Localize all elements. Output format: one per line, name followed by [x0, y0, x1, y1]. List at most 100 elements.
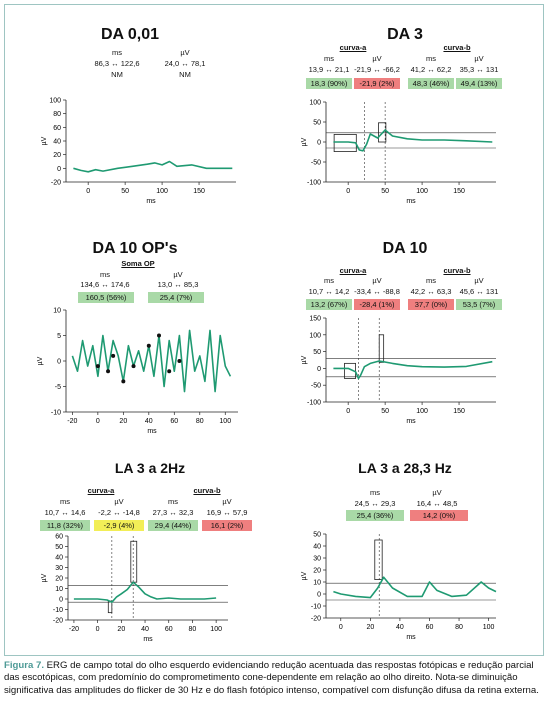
x-tick-label: 20 [117, 626, 125, 633]
chart-da3: -100 -50 0 50 100 0 50 100 150 ms µV [301, 100, 496, 205]
value-ms-a: 10,7 ↔ 14,6 [44, 508, 86, 517]
y-tick-label: 30 [313, 556, 321, 563]
x-tick-label: 80 [455, 624, 463, 631]
x-axis-label: ms [406, 634, 416, 640]
op-peak-marker [131, 364, 136, 369]
header-ms-b: ms [168, 497, 178, 506]
header-uv-b: µV [222, 497, 232, 506]
x-tick-label: 0 [96, 418, 100, 425]
pct-uv-a: -28,4 (1%) [354, 299, 400, 310]
x-tick-label: 0 [346, 408, 350, 415]
y-tick-label: -50 [311, 160, 321, 167]
normal-range-box [130, 540, 138, 583]
x-tick-label: 40 [396, 624, 404, 631]
y-tick-label: 100 [309, 332, 321, 339]
x-tick-label: 40 [145, 418, 153, 425]
x-tick-label: -20 [69, 626, 79, 633]
x-tick-label: 150 [453, 408, 465, 415]
x-tick-label: 40 [141, 626, 149, 633]
x-axis-label: ms [406, 418, 416, 425]
header-uv: µV [180, 48, 190, 57]
x-tick-label: -20 [67, 418, 77, 425]
x-tick-label: 0 [339, 624, 343, 631]
value-ms: 86,3 ↔ 122,6 [94, 59, 140, 68]
x-tick-label: 0 [96, 626, 100, 633]
y-tick-label: 40 [55, 555, 63, 562]
waveform-trace [73, 160, 233, 173]
pct-uv-a: -21,9 (2%) [354, 78, 400, 89]
header-ms: ms [100, 270, 110, 279]
panel-title: LA 3 a 2Hz [114, 460, 186, 476]
pct-uv-b: 16,1 (2%) [202, 520, 252, 531]
x-tick-label: 60 [426, 624, 434, 631]
op-peak-marker [121, 379, 126, 384]
value-ms: 134,6 ↔ 174,6 [80, 280, 130, 289]
y-tick-label: 20 [313, 568, 321, 575]
y-tick-label: 0 [59, 597, 63, 604]
x-axis-label: ms [143, 636, 153, 642]
pct-ms-b: 29,4 (44%) [148, 520, 198, 531]
curva-a-label: curva-a [339, 43, 367, 52]
x-tick-label: 80 [196, 418, 204, 425]
value-uv-a: -2,2 ↔ -14,8 [98, 508, 140, 517]
panel-title: DA 0,01 [100, 26, 160, 43]
y-tick-label: 0 [317, 366, 321, 373]
y-axis-label: µV [301, 571, 308, 580]
curva-a-label: curva-a [339, 266, 367, 275]
chart-da001: -20 0 20 40 60 80 100 0 50 100 150 ms µV [41, 98, 236, 205]
header-uv-b: µV [474, 54, 484, 63]
pct-ms-a: 18,3 (90%) [306, 78, 352, 89]
x-axis-label: ms [146, 198, 156, 205]
y-tick-label: 0 [317, 140, 321, 147]
op-peak-marker [146, 343, 151, 348]
y-tick-label: -50 [311, 383, 321, 390]
y-tick-label: 20 [53, 152, 61, 159]
y-axis-label: µV [301, 137, 308, 146]
pct-ms-b: 37,7 (0%) [408, 299, 454, 310]
y-tick-label: 10 [53, 308, 61, 315]
x-tick-label: 150 [193, 188, 205, 195]
y-tick-label: -10 [51, 410, 61, 417]
header-ms-b: ms [426, 276, 436, 285]
normal-range-box [378, 122, 387, 143]
x-tick-label: 0 [86, 188, 90, 195]
waveform-trace [333, 360, 493, 380]
normal-range-box [107, 600, 113, 614]
y-tick-label: 40 [53, 139, 61, 146]
caption-text: ERG de campo total do olho esquerdo evid… [4, 660, 539, 696]
y-tick-label: 30 [55, 565, 63, 572]
panel-title: DA 10 [382, 240, 428, 257]
value-ms-b: 42,2 ↔ 63,3 [410, 287, 452, 296]
x-tick-label: 100 [416, 188, 428, 195]
header-ms-b: ms [426, 54, 436, 63]
x-tick-label: 20 [119, 418, 127, 425]
x-tick-label: 20 [366, 624, 374, 631]
x-axis-label: ms [147, 428, 157, 434]
pct-uv-b: 53,5 (7%) [456, 299, 502, 310]
curva-b-label: curva-b [443, 266, 471, 275]
op-peak-marker [177, 359, 182, 363]
value-uv: 13,0 ↔ 85,3 [157, 280, 199, 289]
x-tick-label: 60 [170, 418, 178, 425]
panel-la3-flicker: LA 3 a 28,3 Hz ms µV 24,5 ↔ 29,3 16,4 ↔ … [300, 460, 510, 650]
header-ms-a: ms [60, 497, 70, 506]
y-tick-label: 100 [309, 100, 321, 107]
caption-label: Figura 7. [4, 660, 44, 671]
x-axis-label: ms [406, 198, 416, 205]
panel-title: LA 3 a 28,3 Hz [358, 460, 452, 476]
value-uv-b: 35,3 ↔ 131 [459, 65, 499, 74]
panel-la3: LA 3 a 2Hz curva-a curva-b ms µV ms µV 1… [30, 460, 270, 650]
y-tick-label: 60 [55, 534, 63, 541]
panel-da10: DA 10 curva-a curva-b ms µV ms µV 10,7 ↔… [300, 240, 510, 440]
pct-ms: 25,4 (36%) [346, 510, 404, 521]
pct-ms: NM [111, 70, 123, 79]
y-tick-label: 50 [313, 349, 321, 356]
value-ms: 24,5 ↔ 29,3 [354, 499, 396, 508]
pct-uv-a: -2,9 (4%) [94, 520, 144, 531]
value-uv: 16,4 ↔ 48,5 [416, 499, 458, 508]
chart-da10op: -10 -5 0 5 10 -20 0 20 40 60 80 100 ms µV [37, 308, 238, 434]
curva-a-label: curva-a [87, 486, 115, 495]
value-ms-b: 27,3 ↔ 32,3 [152, 508, 194, 517]
y-tick-label: 60 [53, 125, 61, 132]
header-uv: µV [432, 488, 442, 497]
